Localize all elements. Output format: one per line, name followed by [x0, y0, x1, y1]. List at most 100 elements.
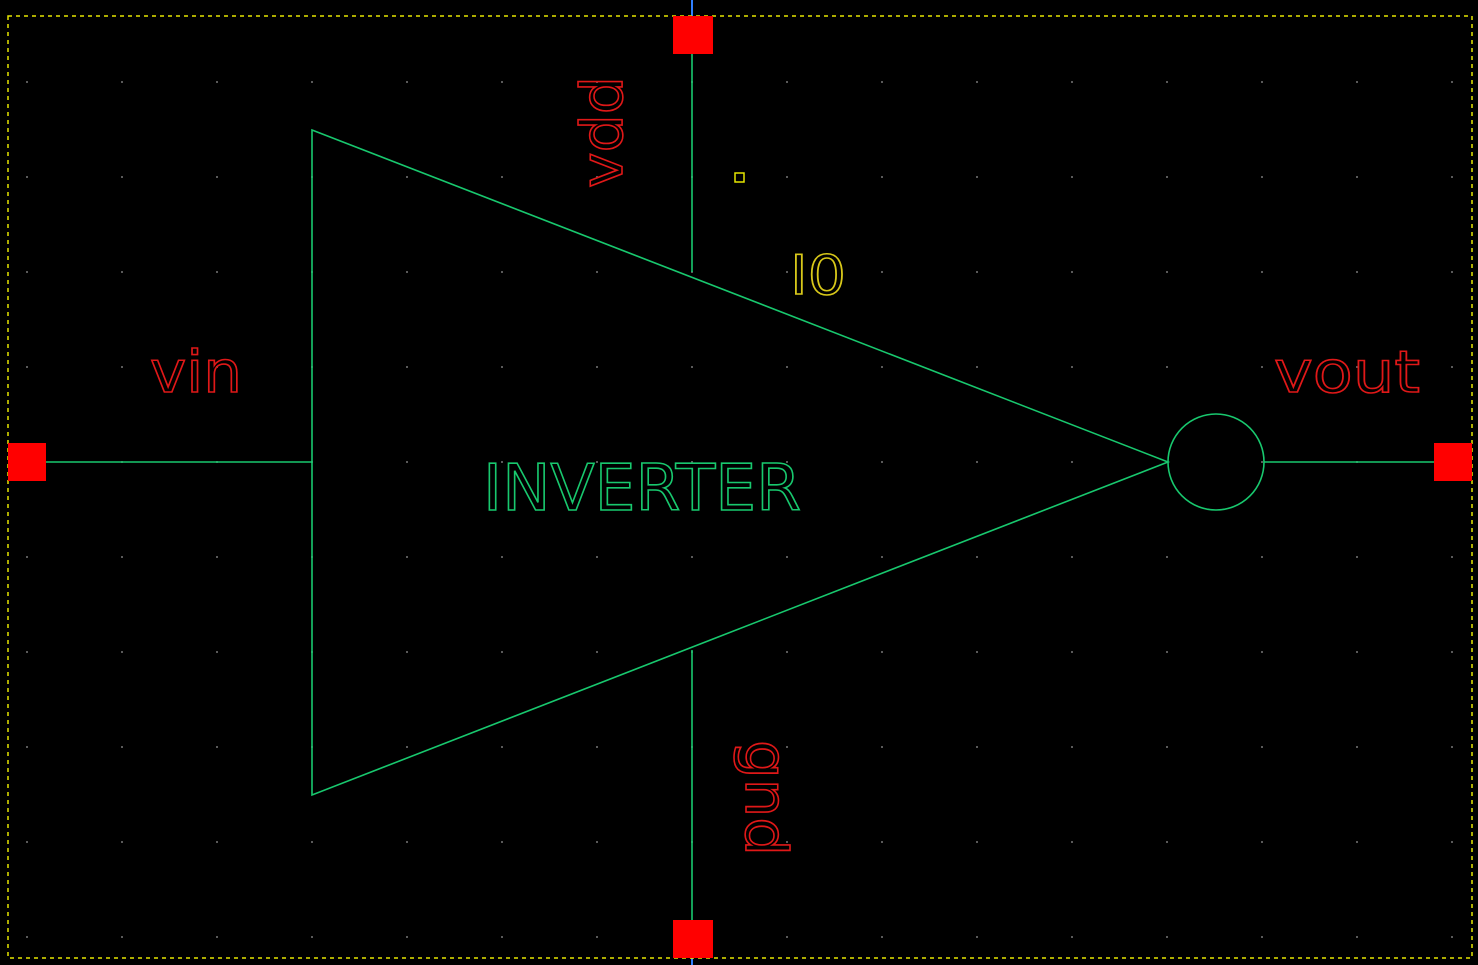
- grid-dot: [121, 556, 123, 558]
- grid-dot: [1451, 556, 1453, 558]
- grid-dot: [881, 176, 883, 178]
- grid-dot: [786, 746, 788, 748]
- grid-dot: [596, 936, 598, 938]
- grid-dot: [26, 271, 28, 273]
- grid-dot: [1261, 271, 1263, 273]
- grid-dot: [976, 841, 978, 843]
- grid-dot: [976, 936, 978, 938]
- grid-dot: [26, 651, 28, 653]
- pin-vin[interactable]: [8, 443, 46, 481]
- grid-dot: [26, 176, 28, 178]
- grid-dot: [121, 936, 123, 938]
- grid-dot: [311, 841, 313, 843]
- grid-dot: [881, 936, 883, 938]
- grid-dot: [881, 461, 883, 463]
- pin-vdd[interactable]: [673, 16, 713, 54]
- grid-dot: [1451, 651, 1453, 653]
- vdd-label: vdd: [568, 76, 636, 188]
- pin-gnd[interactable]: [673, 920, 713, 958]
- grid-dot: [881, 841, 883, 843]
- grid-dot: [216, 841, 218, 843]
- grid-dot: [26, 556, 28, 558]
- grid-dot: [216, 176, 218, 178]
- grid-dot: [1261, 556, 1263, 558]
- selection-bounding-box: [7, 15, 1473, 959]
- grid-dot: [881, 651, 883, 653]
- grid-dot: [406, 746, 408, 748]
- grid-dot: [786, 176, 788, 178]
- grid-dot: [501, 841, 503, 843]
- grid-dot: [501, 81, 503, 83]
- grid-dot: [406, 651, 408, 653]
- inverter-output-bubble: [1167, 413, 1265, 511]
- grid-dot: [1166, 81, 1168, 83]
- grid-dot: [1261, 651, 1263, 653]
- inverter-triangle[interactable]: [311, 128, 1171, 797]
- grid-dot: [121, 271, 123, 273]
- grid-dot: [1071, 841, 1073, 843]
- grid-dot: [596, 366, 598, 368]
- grid-dot: [1356, 651, 1358, 653]
- grid-dot: [216, 746, 218, 748]
- grid-dot: [1356, 271, 1358, 273]
- grid-dot: [596, 841, 598, 843]
- grid-dot: [1166, 176, 1168, 178]
- vout-label: vout: [1274, 338, 1420, 406]
- grid-dot: [1261, 366, 1263, 368]
- grid-dot: [121, 176, 123, 178]
- grid-dot: [406, 271, 408, 273]
- grid-dot: [216, 366, 218, 368]
- grid-dot: [976, 461, 978, 463]
- grid-dot: [1166, 651, 1168, 653]
- grid-dot: [1356, 841, 1358, 843]
- grid-dot: [311, 936, 313, 938]
- grid-dot: [596, 81, 598, 83]
- grid-dot: [691, 461, 693, 463]
- grid-dot: [1166, 746, 1168, 748]
- grid-dot: [596, 176, 598, 178]
- grid-dot: [786, 841, 788, 843]
- grid-dot: [1451, 176, 1453, 178]
- grid-dot: [596, 271, 598, 273]
- grid-dot: [216, 556, 218, 558]
- grid-dot: [1071, 651, 1073, 653]
- cell-name-label: INVERTER: [483, 452, 801, 526]
- grid-dot: [1071, 366, 1073, 368]
- grid-dot: [1261, 746, 1263, 748]
- grid-dot: [1451, 746, 1453, 748]
- grid-dot: [216, 271, 218, 273]
- grid-dot: [1261, 81, 1263, 83]
- pin-vout[interactable]: [1434, 443, 1472, 481]
- grid-dot: [1071, 176, 1073, 178]
- grid-dot: [1071, 81, 1073, 83]
- grid-dot: [501, 366, 503, 368]
- grid-dot: [1166, 271, 1168, 273]
- grid-dot: [786, 271, 788, 273]
- grid-dot: [121, 366, 123, 368]
- grid-dot: [1356, 556, 1358, 558]
- grid-dot: [1071, 556, 1073, 558]
- grid-dot: [26, 936, 28, 938]
- grid-dot: [881, 81, 883, 83]
- grid-dot: [596, 556, 598, 558]
- grid-dot: [881, 366, 883, 368]
- grid-dot: [976, 81, 978, 83]
- grid-dot: [216, 936, 218, 938]
- grid-dot: [786, 936, 788, 938]
- grid-dot: [216, 651, 218, 653]
- grid-dot: [216, 81, 218, 83]
- grid-dot: [1166, 556, 1168, 558]
- origin-marker: [734, 172, 745, 183]
- grid-dot: [1356, 176, 1358, 178]
- grid-dot: [1261, 936, 1263, 938]
- grid-dot: [1071, 746, 1073, 748]
- grid-dot: [691, 366, 693, 368]
- grid-dot: [121, 651, 123, 653]
- grid-dot: [121, 841, 123, 843]
- grid-dot: [1451, 936, 1453, 938]
- grid-dot: [1166, 936, 1168, 938]
- vin-label: vin: [150, 338, 242, 406]
- grid-dot: [1451, 841, 1453, 843]
- grid-dot: [501, 936, 503, 938]
